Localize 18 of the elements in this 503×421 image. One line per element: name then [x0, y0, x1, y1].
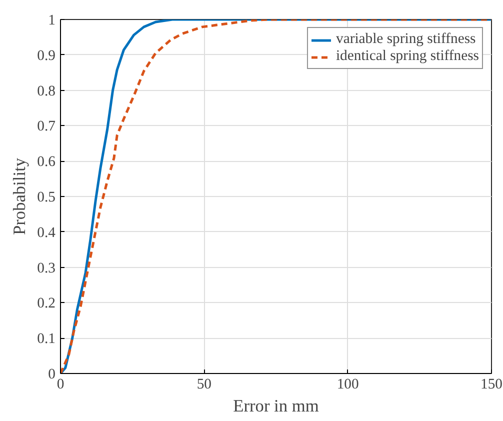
x-tick-label: 50: [196, 376, 212, 392]
y-tick-label: 1: [48, 12, 56, 28]
x-tick-label: 100: [336, 376, 359, 392]
legend-label: variable spring stiffness: [336, 31, 476, 48]
y-axis-title: Probability: [10, 158, 30, 236]
y-tick-label: 0.2: [37, 296, 56, 312]
y-tick-label: 0.5: [37, 190, 56, 206]
y-tick-label: 0.1: [37, 331, 56, 348]
y-tick-label: 0.6: [37, 154, 56, 170]
y-tick-label: 0: [48, 366, 56, 382]
y-tick-label: 0.9: [37, 48, 56, 64]
y-tick-label: 0.3: [37, 260, 56, 276]
y-tick-label: 0.4: [37, 224, 56, 241]
y-tick-label: 0.7: [37, 118, 56, 135]
x-tick-label: 150: [480, 376, 502, 392]
x-axis-title: Error in mm: [233, 396, 320, 416]
y-tick-label: 0.8: [37, 83, 56, 100]
legend-label: identical spring stiffness: [336, 48, 479, 65]
